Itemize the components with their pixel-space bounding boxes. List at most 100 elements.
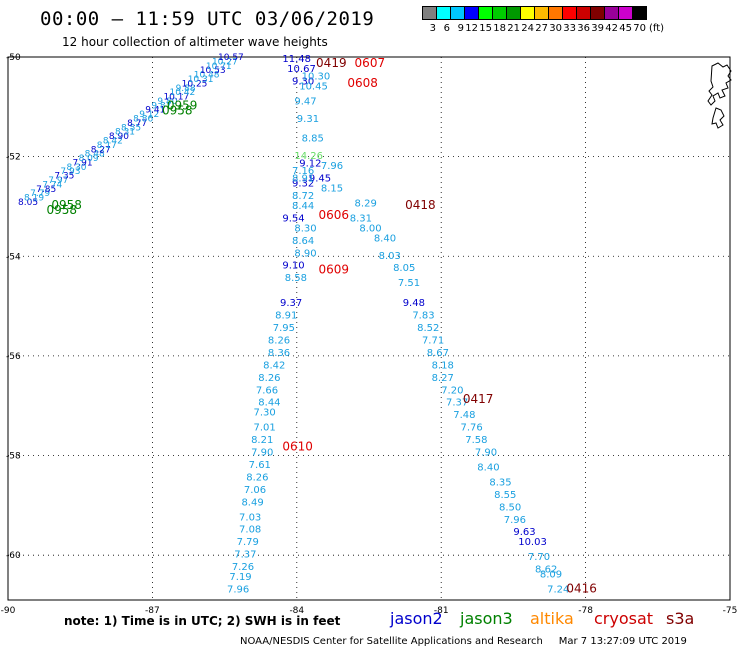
time-label: 0416 — [566, 582, 597, 596]
track-value-label: 8.36 — [268, 348, 290, 359]
generated-timestamp: Mar 7 13:27:09 UTC 2019 — [558, 636, 687, 647]
track-value-label: 7.79 — [30, 189, 50, 199]
satellite-legend-item: jason2 — [390, 609, 443, 628]
track-value-label: 7.16 — [292, 166, 314, 177]
track-value-label: 8.67 — [427, 348, 449, 359]
track-value-label: 8.44 — [258, 398, 280, 409]
track-value-label: 7.90 — [475, 448, 497, 459]
track-value-label: 9.45 — [309, 174, 331, 185]
track-value-label: 10.31 — [188, 75, 214, 85]
time-label: 0610 — [282, 440, 313, 454]
track-value-label: 8.09 — [79, 154, 99, 164]
track-value-label: 8.19 — [24, 194, 44, 204]
track-value-label: 9.88 — [176, 84, 196, 94]
track-value-label: 8.40 — [477, 462, 499, 473]
track-value-label: 10.17 — [163, 93, 189, 103]
track-value-label: 10.45 — [299, 81, 328, 92]
track-value-label: 7.71 — [422, 335, 444, 346]
y-tick-label: -54 — [6, 252, 21, 262]
track-value-label: 7.06 — [244, 485, 266, 496]
track-value-label: 9.80 — [157, 97, 177, 107]
track-value-label: 7.79 — [237, 537, 259, 548]
track-value-label: 7.58 — [465, 435, 487, 446]
track-value-label: 8.77 — [127, 119, 147, 129]
track-value-label: 10.30 — [302, 71, 331, 82]
y-tick-label: -56 — [6, 352, 21, 362]
track-value-label: 7.24 — [547, 585, 569, 596]
track-value-label: 7.74 — [42, 180, 62, 190]
scale-label: 70 — [633, 23, 646, 34]
scale-label: 30 — [549, 23, 562, 34]
track-value-label: 8.00 — [359, 223, 381, 234]
track-value-label: 8.18 — [432, 360, 454, 371]
x-tick-label: -90 — [1, 606, 16, 616]
track-value-label: 8.30 — [66, 163, 86, 173]
track-value-label: 8.15 — [321, 184, 343, 195]
track-value-label: 7.03 — [239, 512, 261, 523]
track-value-label: 8.17 — [97, 141, 117, 151]
time-label: 0418 — [405, 198, 436, 212]
track-value-label: 7.95 — [273, 323, 295, 334]
track-value-label: 8.31 — [115, 128, 135, 138]
track-value-label: 8.30 — [294, 223, 316, 234]
track-value-label: 7.90 — [251, 448, 273, 459]
track-value-label: 8.62 — [535, 565, 557, 576]
track-value-label: 7.96 — [504, 515, 526, 526]
y-tick-label: -58 — [6, 452, 21, 462]
scale-label: 24 — [521, 23, 534, 34]
track-value-label: 7.08 — [239, 525, 261, 536]
scale-label: 12 — [465, 23, 478, 34]
time-label: 0419 — [316, 56, 347, 70]
track-value-label: 8.86 — [133, 115, 153, 125]
x-tick-label: -78 — [578, 606, 593, 616]
time-label: 0958 — [51, 198, 82, 212]
time-label: 0607 — [355, 56, 386, 70]
track-value-label: 8.90 — [294, 248, 316, 259]
page-title: 00:00 – 11:59 UTC 03/06/2019 — [40, 8, 375, 30]
scale-label: 15 — [479, 23, 492, 34]
time-label: 0417 — [463, 392, 494, 406]
track-value-label: 9.63 — [513, 527, 535, 538]
scale-swatch — [632, 6, 647, 20]
track-value-label: 10.42 — [170, 88, 196, 98]
track-value-label: 8.05 — [18, 198, 38, 208]
track-value-label: 8.26 — [258, 373, 280, 384]
track-value-label: 8.85 — [302, 134, 324, 145]
track-value-label: 8.91 — [275, 311, 297, 322]
y-tick-label: -60 — [6, 551, 21, 561]
scale-label: 9 — [457, 23, 464, 34]
track-value-label: 7.61 — [249, 460, 271, 471]
scale-label: 42 — [605, 23, 618, 34]
track-value-label: 8.27 — [432, 373, 454, 384]
track-value-label: 8.27 — [91, 145, 111, 155]
time-label: 0958 — [47, 203, 78, 217]
track-value-label: 9.48 — [403, 298, 425, 309]
track-value-label: 8.52 — [417, 323, 439, 334]
satellite-legend-item: jason3 — [460, 609, 513, 628]
color-scale — [422, 6, 647, 20]
track-value-label: 7.26 — [232, 562, 254, 573]
time-label: 0606 — [318, 208, 349, 222]
time-label: 0959 — [167, 98, 198, 112]
track-value-label: 8.26 — [246, 472, 268, 483]
y-tick-label: -52 — [6, 153, 21, 163]
track-value-label: 8.64 — [292, 236, 314, 247]
track-value-label: 8.42 — [103, 136, 123, 146]
track-value-label: 9.12 — [299, 159, 321, 170]
scale-label: 45 — [619, 23, 632, 34]
track-value-label: 10.25 — [182, 79, 208, 89]
track-value-label: 10.27 — [212, 57, 238, 67]
track-value-label: 7.01 — [253, 423, 275, 434]
track-value-label: 7.91 — [73, 158, 93, 168]
track-value-label: 9.47 — [294, 96, 316, 107]
track-value-label: 7.35 — [54, 172, 74, 182]
track-value-label: 8.09 — [540, 570, 562, 581]
scale-unit: (ft) — [649, 23, 665, 34]
track-value-label: 7.51 — [398, 278, 420, 289]
track-value-label: 8.72 — [292, 191, 314, 202]
track-value-label: 7.30 — [253, 408, 275, 419]
satellite-legend-item: cryosat — [594, 609, 654, 628]
track-value-label: 8.49 — [241, 497, 263, 508]
scale-label: 36 — [577, 23, 590, 34]
